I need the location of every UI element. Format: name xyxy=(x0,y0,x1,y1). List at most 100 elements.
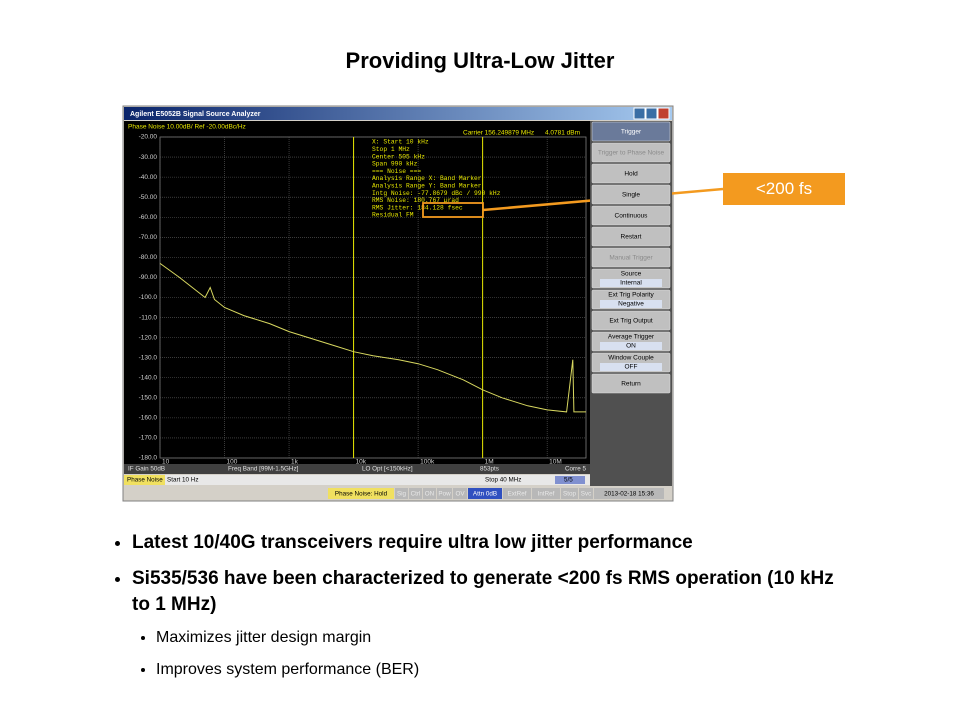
softkey[interactable] xyxy=(591,373,671,394)
carrier: Carrier 156.249879 MHz xyxy=(463,130,534,137)
trace xyxy=(159,262,586,413)
status-cell xyxy=(423,488,436,499)
status-text: IF Gain 50dB xyxy=(128,466,165,473)
status-text: Freq Band [99M-1.5GHz] xyxy=(228,466,299,473)
softkey-value-box xyxy=(600,300,662,308)
readout-line: Stop 1 MHz xyxy=(372,146,410,153)
window-button[interactable] xyxy=(645,107,658,120)
softkey[interactable] xyxy=(591,247,671,268)
status-text: 5/5 xyxy=(564,477,573,484)
sub-bullet-list: Maximizes jitter design margin Improves … xyxy=(132,622,852,686)
softkey-label: Source xyxy=(621,271,642,278)
status-text: Phase Noise xyxy=(127,477,163,484)
window-button[interactable] xyxy=(633,107,646,120)
softkey-value: Negative xyxy=(618,301,644,308)
y-tick-label: -180.0 xyxy=(139,455,158,462)
trace-header: Phase Noise 10.00dB/ Ref -20.00dBc/Hz xyxy=(128,124,246,131)
callout: <200 fs xyxy=(723,173,845,205)
status-text: Sig xyxy=(397,491,407,498)
y-tick-label: -80.00 xyxy=(139,254,158,261)
status-cell xyxy=(409,488,422,499)
title-bar xyxy=(124,107,672,120)
status-highlight xyxy=(124,475,165,485)
y-tick-label: -100.0 xyxy=(139,294,158,301)
bullet: Latest 10/40G transceivers require ultra… xyxy=(132,530,852,556)
slide-title: Providing Ultra-Low Jitter xyxy=(345,48,615,73)
y-tick-label: -70.00 xyxy=(139,234,158,241)
readout-line: RMS Noise: 180.767 µrad xyxy=(372,197,459,204)
softkey[interactable] xyxy=(591,142,671,163)
status-text: 2013-02-18 15:36 xyxy=(604,491,654,498)
status-text: Ctrl xyxy=(411,491,421,498)
bullet-text: Si535/536 have been characterized to gen… xyxy=(132,568,834,615)
softkey-label: Trigger xyxy=(621,129,642,136)
y-tick-label: -50.00 xyxy=(139,194,158,201)
softkey-label: Manual Trigger xyxy=(609,255,653,262)
window-button[interactable] xyxy=(657,107,670,120)
readout-line: Intg Noise: -77.8679 dBc / 990 kHz xyxy=(372,190,501,197)
readout-line: Span 990 kHz xyxy=(372,161,418,168)
y-tick-label: -130.0 xyxy=(139,354,158,361)
x-tick-label: 10M xyxy=(549,459,562,466)
status-cell xyxy=(468,488,502,499)
status-text: 853pts xyxy=(480,466,499,473)
bullet-text: Latest 10/40G transceivers require ultra… xyxy=(132,532,693,553)
softkey[interactable] xyxy=(591,226,671,247)
status-row xyxy=(124,464,590,474)
softkey-label: Return xyxy=(621,381,641,388)
sub-bullet-text: Maximizes jitter design margin xyxy=(156,629,372,646)
x-tick-label: 1M xyxy=(485,459,494,466)
y-tick-label: -60.00 xyxy=(139,214,158,221)
x-tick-label: 10k xyxy=(356,459,367,466)
y-tick-label: -140.0 xyxy=(139,374,158,381)
status-text: Phase Noise: Hold xyxy=(335,491,388,498)
softkey-value: Internal xyxy=(620,280,642,287)
softkey[interactable] xyxy=(591,184,671,205)
y-tick-label: -40.00 xyxy=(139,174,158,181)
y-tick-label: -160.0 xyxy=(139,415,158,422)
softkey-label: Average Trigger xyxy=(608,334,655,341)
softkey[interactable] xyxy=(591,121,671,142)
bullet-list: Latest 10/40G transceivers require ultra… xyxy=(108,530,852,696)
status-text: Start 10 Hz xyxy=(167,477,199,484)
sub-bullet: Maximizes jitter design margin xyxy=(156,622,852,654)
bullet: Si535/536 have been characterized to gen… xyxy=(132,566,852,686)
softkey-value-box xyxy=(600,279,662,287)
y-tick-label: -20.00 xyxy=(139,134,158,141)
display-area xyxy=(124,121,590,464)
softkey-value: OFF xyxy=(625,364,638,371)
status-row xyxy=(124,475,590,485)
softkey-label: Ext Trig Polarity xyxy=(608,292,654,299)
window-title: Agilent E5052B Signal Source Analyzer xyxy=(130,111,261,118)
softkey-label: Single xyxy=(622,192,640,199)
status-cell xyxy=(532,488,560,499)
status-text: Stop 40 MHz xyxy=(485,477,521,484)
readout-line: RMS Jitter: 184.128 fsec xyxy=(372,204,463,211)
readout-line: Analysis Range X: Band Marker xyxy=(372,175,482,182)
softkey[interactable] xyxy=(591,310,671,331)
softkey-label: Trigger to Phase Noise xyxy=(598,150,665,157)
y-tick-label: -120.0 xyxy=(139,334,158,341)
y-tick-label: -110.0 xyxy=(139,314,157,321)
softkey-label: Ext Trig Output xyxy=(609,318,653,325)
status-text: LO Opt [<150kHz] xyxy=(362,466,413,473)
carrier-power: 4.0781 dBm xyxy=(545,130,580,137)
status-cell xyxy=(579,488,593,499)
status-text: Corre 5 xyxy=(565,466,586,473)
softkey-value-box xyxy=(600,342,662,350)
y-tick-label: -30.00 xyxy=(139,154,158,161)
status-text: Svc xyxy=(581,491,592,498)
status-text: ON xyxy=(425,491,435,498)
status-text: ExtRef xyxy=(508,491,527,498)
softkey[interactable] xyxy=(591,205,671,226)
status-text: Stop xyxy=(563,491,576,498)
readout-line: Analysis Range Y: Band Marker xyxy=(372,182,482,189)
x-tick-label: 10 xyxy=(162,459,170,466)
y-tick-label: -150.0 xyxy=(139,395,158,402)
y-tick-label: -90.00 xyxy=(139,274,158,281)
y-tick-label: -170.0 xyxy=(139,435,158,442)
status-cell xyxy=(453,488,467,499)
softkey[interactable] xyxy=(591,163,671,184)
readout-line: X: Start 10 kHz xyxy=(372,139,429,146)
